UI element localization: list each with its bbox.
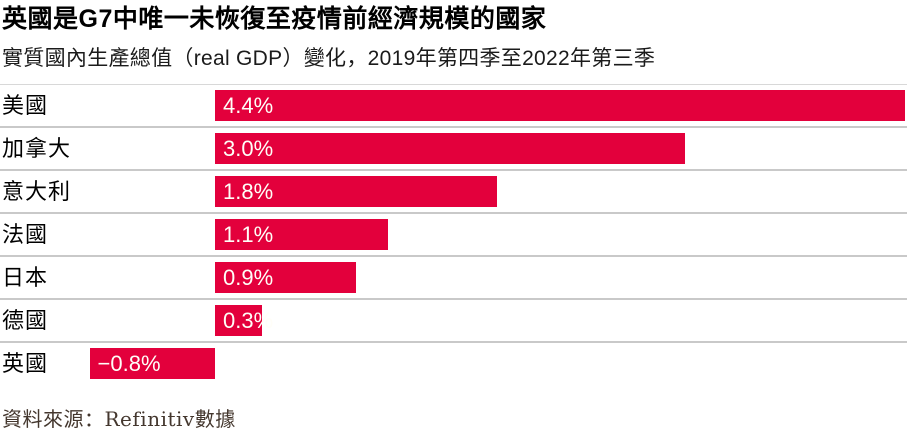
bar: 0.9%: [215, 262, 357, 294]
chart-row: 意大利 1.8%: [0, 171, 907, 215]
bar-value-label: 3.0%: [223, 136, 274, 162]
source-note: 資料來源：Refinitiv數據: [2, 407, 236, 432]
gdp-bar-chart: 美國 4.4% 加拿大 3.0% 意大利 1.8% 法國 1.1% 日本 0.9% 德國 0.3% 英國…: [0, 84, 907, 386]
chart-row: 日本 0.9%: [0, 257, 907, 301]
chart-title: 英國是G7中唯一未恢復至疫情前經濟規模的國家: [2, 5, 547, 33]
chart-subtitle: 實質國內生產總值（real GDP）變化，2019年第四季至2022年第三季: [2, 47, 656, 70]
row-label: 英國: [2, 351, 49, 377]
bar-value-label: 0.3%: [223, 308, 274, 334]
bar-value-label: 4.4%: [223, 93, 274, 119]
chart-row: 加拿大 3.0%: [0, 128, 907, 172]
bar-value-label: 0.9%: [223, 265, 274, 291]
row-label: 日本: [2, 265, 49, 291]
row-label: 加拿大: [2, 136, 72, 162]
bar-value-label: −0.8%: [97, 351, 161, 377]
bar: 1.1%: [215, 219, 388, 251]
bar-value-label: 1.8%: [223, 179, 274, 205]
row-label: 法國: [2, 222, 49, 248]
row-label: 意大利: [2, 179, 72, 205]
bar: 4.4%: [215, 90, 905, 122]
chart-row: 法國 1.1%: [0, 214, 907, 258]
chart-row: 德國 0.3%: [0, 300, 907, 344]
row-label: 德國: [2, 308, 49, 334]
chart-row: 英國 −0.8%: [0, 343, 907, 386]
bar: −0.8%: [89, 348, 215, 380]
bar: 0.3%: [215, 305, 273, 337]
bar: 3.0%: [215, 133, 686, 165]
bar: 1.8%: [215, 176, 498, 208]
bar-value-label: 1.1%: [223, 222, 274, 248]
row-label: 美國: [2, 93, 49, 119]
chart-row: 美國 4.4%: [0, 85, 907, 129]
